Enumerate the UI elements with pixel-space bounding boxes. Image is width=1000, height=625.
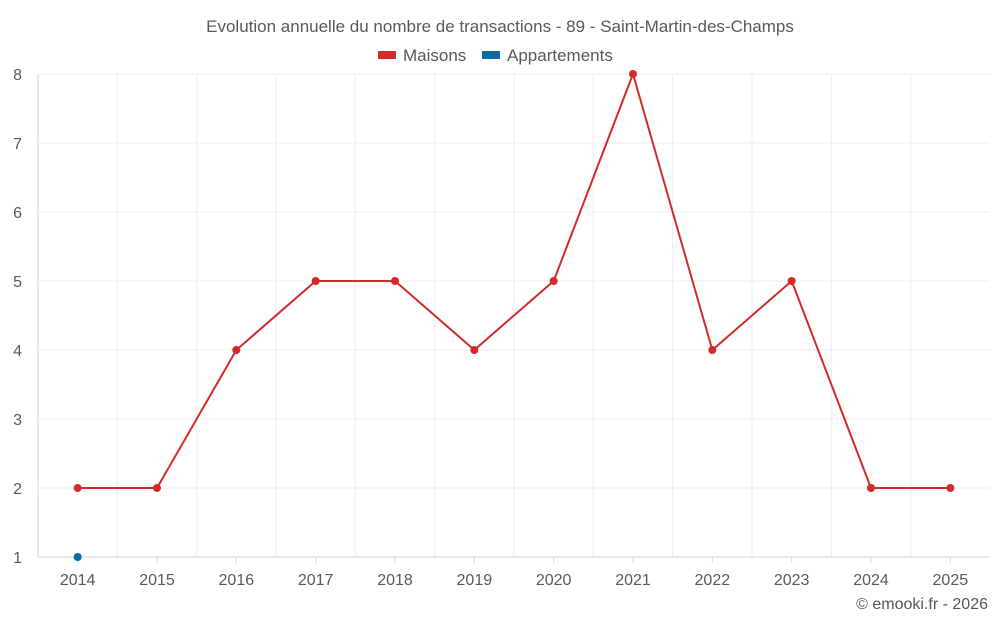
legend-swatch-maisons [378, 51, 396, 59]
y-tick-label: 1 [13, 550, 22, 567]
x-tick-label: 2024 [853, 572, 889, 589]
x-tick-label: 2025 [933, 572, 969, 589]
series [73, 70, 955, 561]
data-point-maisons[interactable] [629, 70, 637, 78]
x-tick-label: 2018 [377, 572, 413, 589]
x-tick-label: 2022 [695, 572, 731, 589]
legend-label-maisons: Maisons [403, 46, 466, 65]
y-tick-label: 5 [13, 274, 22, 291]
data-point-maisons[interactable] [867, 484, 875, 492]
credit-text: © emooki.fr - 2026 [856, 596, 988, 613]
data-point-maisons[interactable] [549, 277, 558, 285]
data-point-maisons[interactable] [708, 346, 717, 354]
data-point-appartements[interactable] [73, 553, 82, 561]
y-tick-label: 3 [13, 412, 22, 429]
legend-item-appartements[interactable]: Appartements [482, 46, 613, 65]
legend-label-appartements: Appartements [507, 46, 613, 65]
y-tick-label: 4 [13, 343, 22, 360]
series-line-maisons [77, 73, 951, 489]
y-tick-label: 6 [13, 205, 22, 222]
data-point-maisons[interactable] [73, 484, 82, 492]
x-tick-label: 2015 [139, 572, 175, 589]
y-tick-label: 2 [13, 481, 22, 498]
x-tick-label: 2017 [298, 572, 334, 589]
y-tick-label: 8 [13, 67, 22, 84]
data-point-maisons[interactable] [470, 346, 479, 354]
legend: Maisons Appartements [378, 46, 613, 65]
legend-item-maisons[interactable]: Maisons [378, 46, 466, 65]
x-tick-label: 2023 [774, 572, 810, 589]
data-point-maisons[interactable] [787, 277, 796, 285]
data-point-maisons[interactable] [232, 346, 241, 354]
data-point-maisons[interactable] [311, 277, 320, 285]
legend-swatch-appartements [482, 51, 500, 59]
y-tick-label: 7 [13, 136, 22, 153]
data-point-maisons[interactable] [391, 277, 399, 285]
x-tick-label: 2021 [615, 572, 651, 589]
x-tick-label: 2019 [457, 572, 493, 589]
chart-title: Evolution annuelle du nombre de transact… [206, 17, 794, 36]
data-point-maisons[interactable] [153, 484, 161, 492]
axes: 1 2 3 4 5 6 7 8 2014 2015 2016 2017 2018 2019 2020 2021… [13, 67, 990, 589]
data-point-maisons[interactable] [946, 484, 955, 492]
x-tick-label: 2016 [219, 572, 255, 589]
x-tick-label: 2014 [60, 572, 96, 589]
x-tick-label: 2020 [536, 572, 572, 589]
